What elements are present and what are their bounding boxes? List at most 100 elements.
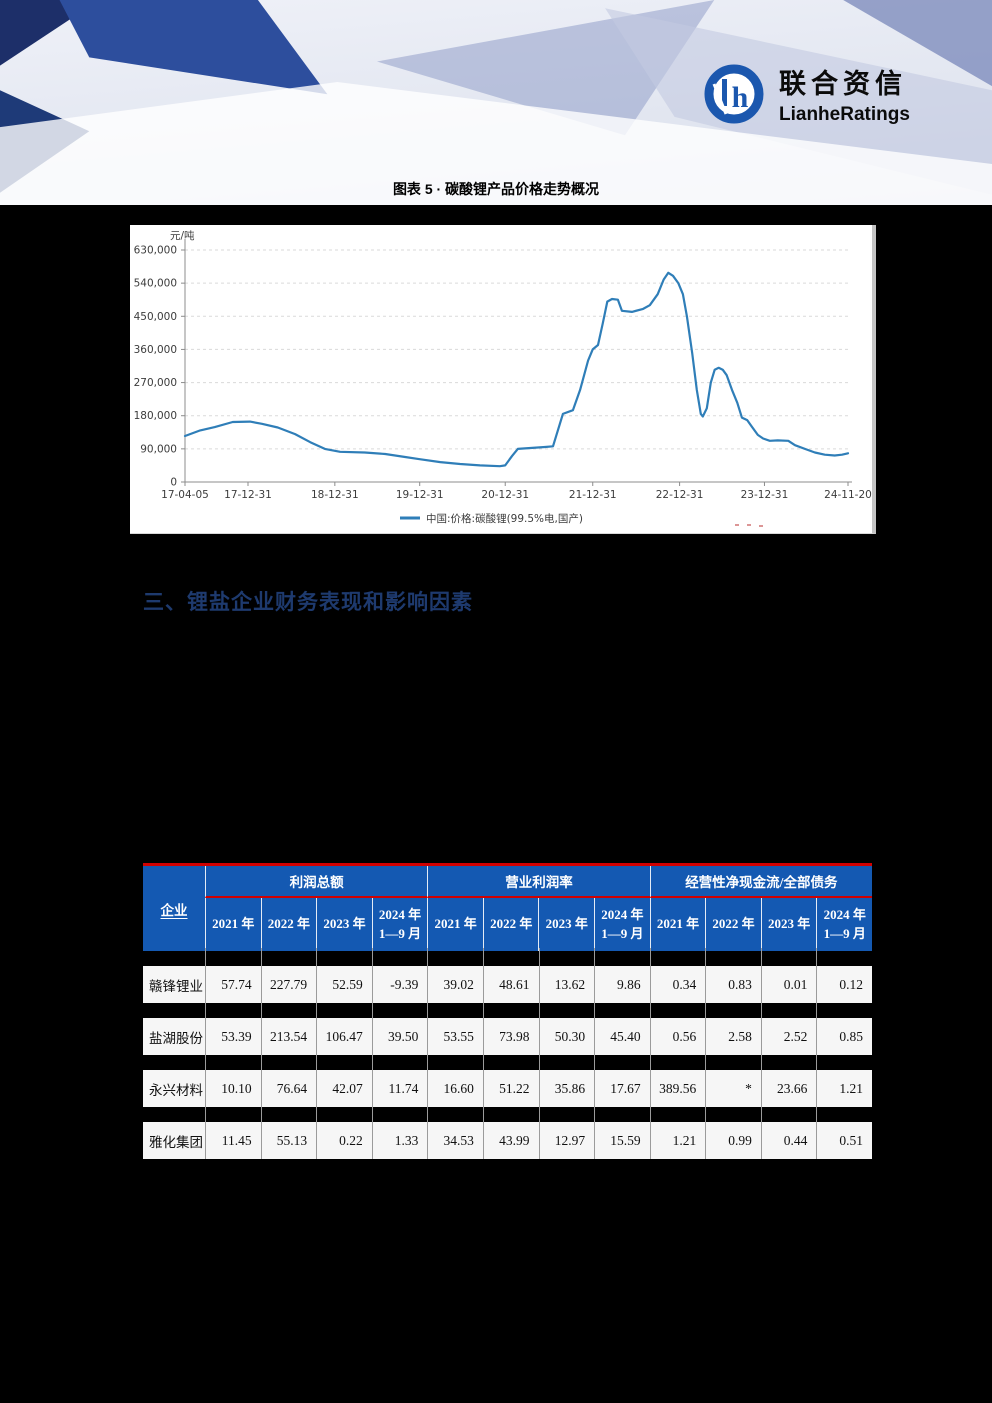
year-header: 2022 年	[260, 898, 317, 951]
svg-text:24-11-20: 24-11-20	[824, 489, 872, 501]
table-cell: 53.39	[221, 1028, 252, 1044]
svg-text:23-12-31: 23-12-31	[741, 489, 789, 501]
company-name: 雅化集团	[149, 1134, 203, 1150]
table-cell: 0.99	[728, 1132, 752, 1148]
table-cell: 34.53	[443, 1132, 474, 1148]
table-cell: 52.59	[332, 976, 363, 992]
table-cell: 1.33	[394, 1132, 419, 1148]
table-cell: 227.79	[270, 976, 308, 992]
logo-text-block: 联合资信 LianheRatings	[779, 62, 910, 126]
table-cell: 213.54	[270, 1028, 308, 1044]
table-cell: 13.62	[554, 976, 586, 992]
year-header: 2022 年	[482, 898, 539, 951]
svg-text:0: 0	[170, 477, 177, 489]
svg-text:中国:价格:碳酸锂(99.5%电,国产): 中国:价格:碳酸锂(99.5%电,国产)	[426, 512, 583, 525]
lianhe-logo-icon: h	[704, 64, 764, 124]
svg-text:19-12-31: 19-12-31	[396, 489, 444, 501]
table-cell: 106.47	[325, 1028, 363, 1044]
table-cell: 35.86	[554, 1080, 586, 1096]
table-cell: 11.74	[388, 1080, 419, 1096]
table-cell: 0.83	[728, 976, 752, 992]
svg-text:17-12-31: 17-12-31	[224, 489, 272, 501]
table-row: 盐湖股份 53.39 213.54 106.47 39.50 53.55 73.…	[143, 1018, 872, 1055]
table-cell: 16.60	[443, 1080, 474, 1096]
table-cell: 9.86	[617, 976, 641, 992]
table-cell: 43.99	[499, 1132, 530, 1148]
table-cell: 45.40	[610, 1028, 641, 1044]
section-heading: 三、锂盐企业财务表现和影响因素	[143, 591, 473, 614]
table-cell: 51.22	[499, 1080, 530, 1096]
table-cell: 2.52	[783, 1028, 808, 1044]
table-row: 永兴材料 10.10 76.64 42.07 11.74 16.60 51.22…	[143, 1070, 872, 1107]
logo-name-cn: 联合资信	[779, 69, 907, 99]
table-cell: 0.56	[672, 1028, 697, 1044]
corner-header-cell: 企业	[143, 866, 205, 951]
figure-title: 图表 5 · 碳酸锂产品价格走势概况	[392, 181, 600, 197]
table-header: 企业 利润总额 营业利润率 经营性净现金流/全部债务 2021 年 2022 年…	[143, 863, 872, 951]
corner-header-label: 企业	[160, 902, 188, 918]
table-cell: 0.85	[839, 1028, 863, 1044]
table-cell: 0.22	[339, 1132, 363, 1148]
svg-text:90,000: 90,000	[140, 443, 177, 455]
lianhe-ratings-logo: h 联合资信 LianheRatings	[702, 62, 910, 126]
table-cell: 76.64	[276, 1080, 308, 1096]
page-header-banner: h 联合资信 LianheRatings 图表 5 · 碳酸锂产品价格走势概况	[0, 0, 992, 205]
table-cell: 42.07	[332, 1080, 363, 1096]
table-cell: 1.21	[839, 1080, 863, 1096]
year-header: 2021 年	[205, 898, 261, 951]
table-cell: 389.56	[659, 1080, 697, 1096]
year-header: 2021 年	[427, 898, 483, 951]
year-header: 2024 年 1—9 月	[816, 898, 872, 951]
table-row: 赣锋锂业 57.74 227.79 52.59 -9.39 39.02 48.6…	[143, 966, 872, 1003]
table-cell: 57.74	[221, 976, 252, 992]
svg-text:21-12-31: 21-12-31	[569, 489, 617, 501]
table-cell: 10.10	[221, 1080, 252, 1096]
svg-text:180,000: 180,000	[134, 410, 177, 422]
table-cell: 0.51	[839, 1132, 863, 1148]
svg-text:18-12-31: 18-12-31	[311, 489, 359, 501]
year-header: 2022 年	[705, 898, 761, 951]
table-cell: 12.97	[554, 1132, 586, 1148]
table-cell: 0.44	[783, 1132, 808, 1148]
table-cell: 17.67	[610, 1080, 641, 1096]
table-row: 雅化集团 11.45 55.13 0.22 1.33 34.53 43.99 1…	[143, 1122, 872, 1159]
svg-text:270,000: 270,000	[134, 377, 177, 389]
table-cell: 1.21	[672, 1132, 697, 1148]
table-cell: 0.12	[839, 976, 863, 992]
svg-text:450,000: 450,000	[134, 311, 177, 323]
year-header: 2024 年 1—9 月	[371, 898, 428, 951]
table-cell: 11.45	[221, 1132, 252, 1148]
svg-text:元/吨: 元/吨	[170, 229, 195, 242]
table-cell: 39.50	[387, 1028, 419, 1044]
price-chart-frame: 630,000 540,000 450,000 360,000 270,000 180,0…	[130, 225, 876, 534]
svg-text:360,000: 360,000	[134, 344, 177, 356]
table-cell: 0.34	[672, 976, 697, 992]
year-header: 2024 年 1—9 月	[594, 898, 650, 951]
svg-text:h: h	[732, 81, 749, 114]
table-cell: 48.61	[499, 976, 530, 992]
financial-table: 企业 利润总额 营业利润率 经营性净现金流/全部债务 2021 年 2022 年…	[143, 863, 872, 1159]
group-header-operating-margin: 营业利润率	[427, 866, 650, 898]
svg-text:630,000: 630,000	[134, 245, 177, 257]
svg-text:22-12-31: 22-12-31	[656, 489, 704, 501]
table-cell: 55.13	[276, 1132, 308, 1148]
table-cell: *	[745, 1080, 752, 1096]
company-name: 永兴材料	[149, 1082, 203, 1098]
table-cell: 15.59	[610, 1132, 641, 1148]
svg-text:17-04-05: 17-04-05	[161, 489, 209, 501]
company-name: 赣锋锂业	[149, 978, 203, 994]
company-name: 盐湖股份	[149, 1030, 203, 1046]
table-cell: 0.01	[783, 976, 808, 992]
lithium-carbonate-price-chart: 630,000 540,000 450,000 360,000 270,000 180,0…	[134, 229, 872, 527]
table-cell: -9.39	[390, 976, 419, 992]
group-header-total-profit: 利润总额	[205, 866, 428, 898]
table-cell: 73.98	[499, 1028, 530, 1044]
svg-text:20-12-31: 20-12-31	[481, 489, 529, 501]
year-header: 2023 年	[538, 898, 594, 951]
logo-name-en: LianheRatings	[779, 104, 910, 125]
table-cell: 50.30	[554, 1028, 586, 1044]
table-cell: 53.55	[443, 1028, 474, 1044]
table-cell: 23.66	[777, 1080, 808, 1096]
year-header: 2021 年	[649, 898, 706, 951]
